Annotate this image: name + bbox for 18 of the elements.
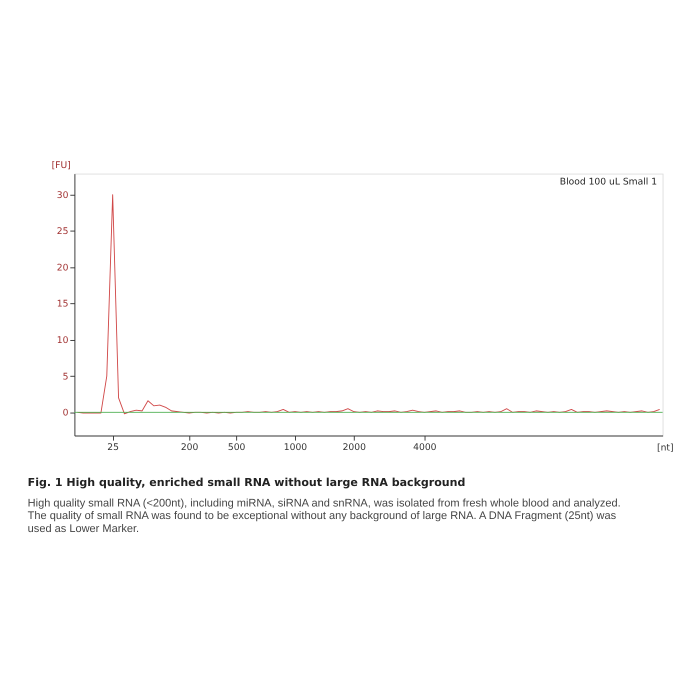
- x-tick-label: 200: [180, 442, 198, 453]
- x-tick-label: 2000: [342, 442, 366, 453]
- y-tick-label: 0: [62, 408, 69, 419]
- x-axis-title: [nt]: [657, 442, 674, 454]
- y-tick-label: 5: [62, 371, 69, 382]
- annotation: Blood 100 uL Small 1: [560, 176, 658, 188]
- x-tick-label: 1000: [284, 442, 308, 453]
- x-tick-label: 25: [107, 442, 120, 453]
- y-axis-title: [FU]: [52, 160, 71, 172]
- x-tick-label: 4000: [413, 442, 437, 453]
- text: Fig. 1 High quality, enriched small RNA without large RNA background: [28, 476, 466, 490]
- text: High quality small RNA (<200nt), including miRNA, siRNA and snRNA, was isolated from fresh whole blood and analyzed. The quality of small RNA was found to be exceptional without any background of large RNA. A DNA Fragment (25nt) was used as Lower Marker.: [28, 497, 621, 536]
- y-tick-label: 25: [56, 226, 69, 238]
- y-tick-label: 20: [56, 262, 69, 274]
- y-tick-label: 15: [56, 298, 69, 310]
- y-tick-label: 10: [56, 335, 69, 346]
- x-tick-label: 500: [228, 442, 246, 453]
- y-tick-label: 30: [56, 190, 69, 201]
